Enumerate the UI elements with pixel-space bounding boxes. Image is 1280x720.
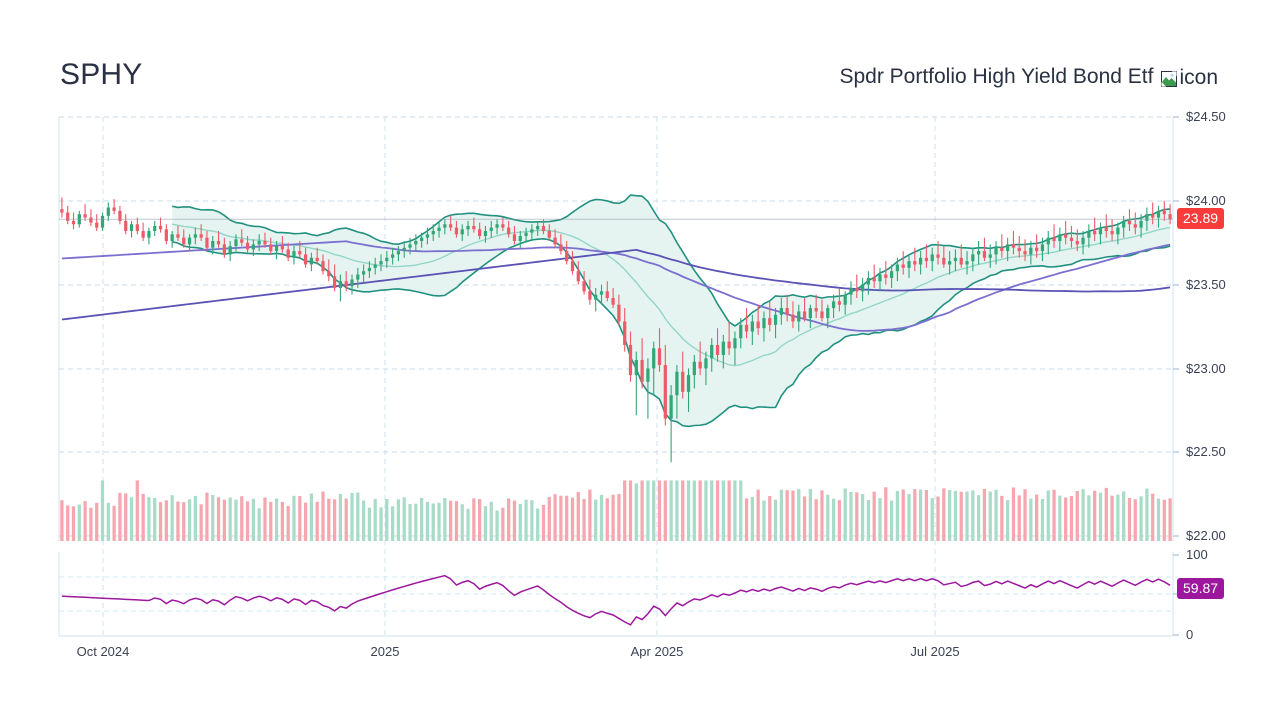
- time-tick-2: Apr 2025: [630, 644, 684, 659]
- bollinger-middle-line: [171, 223, 1171, 367]
- time-gridlines: [102, 117, 936, 636]
- price-tick-5: $22.00: [1186, 528, 1226, 543]
- moving-average-slow-line: [61, 248, 1171, 321]
- time-tick-0: Oct 2024: [76, 644, 130, 659]
- rsi-tick-0: 100: [1186, 547, 1208, 562]
- rsi-value-badge: 59.87: [1177, 578, 1225, 599]
- price-tick-3: $23.00: [1186, 361, 1226, 376]
- price-gridlines: [59, 116, 1173, 537]
- price-tick-4: $22.50: [1186, 444, 1226, 459]
- time-tick-1: 2025: [370, 644, 400, 659]
- time-tick-3: Jul 2025: [910, 644, 960, 659]
- page-title: SPHY: [60, 58, 143, 91]
- chart-frame: [58, 117, 1174, 637]
- rsi-tick-2: 0: [1186, 627, 1194, 642]
- broken-image-icon: [1161, 71, 1178, 87]
- price-axis-ticks: [1173, 116, 1179, 537]
- price-tick-2: $23.50: [1186, 277, 1226, 292]
- price-tick-0: $24.50: [1186, 109, 1226, 124]
- last-price-badge: 23.89: [1177, 208, 1225, 229]
- broken-image-placeholder: icon: [1161, 67, 1218, 88]
- chart-header: SPHY Spdr Portfolio High Yield Bond Etf …: [0, 0, 1280, 117]
- price-tick-1: $24.00: [1186, 193, 1226, 208]
- broken-image-alt-text: icon: [1179, 66, 1218, 89]
- rsi-line: [61, 574, 1171, 626]
- bollinger-upper-line: [171, 194, 1171, 327]
- company-name: Spdr Portfolio High Yield Bond Etf: [839, 65, 1154, 88]
- company-title-group: Spdr Portfolio High Yield Bond Etf icon: [839, 65, 1218, 88]
- rsi-gridlines: [59, 576, 1173, 612]
- volume-series: [60, 480, 1172, 541]
